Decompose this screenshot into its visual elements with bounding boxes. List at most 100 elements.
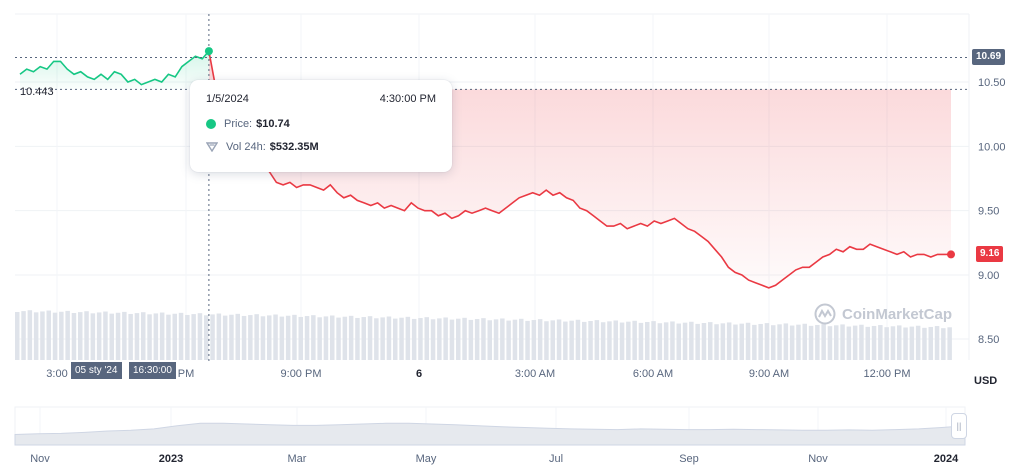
volume-bar xyxy=(846,326,852,360)
navigator-tick-label: 2023 xyxy=(159,453,183,465)
volume-bar xyxy=(531,320,537,360)
volume-bar xyxy=(645,322,650,360)
volume-bar xyxy=(758,323,763,360)
volume-bar xyxy=(260,316,266,360)
axis-unit-label: USD xyxy=(974,375,998,387)
volume-bar xyxy=(40,311,45,360)
volume-bar xyxy=(15,312,20,360)
volume-bar xyxy=(594,320,600,360)
volume-bar xyxy=(947,327,952,360)
volume-bar xyxy=(462,317,467,360)
volume-bar xyxy=(235,313,240,360)
volume-bar xyxy=(777,324,782,360)
price-area-fill-up xyxy=(20,51,209,90)
tooltip-date: 1/5/2024 xyxy=(206,93,249,105)
volume-bar xyxy=(500,318,505,360)
volume-bar xyxy=(197,313,203,360)
volume-bar xyxy=(619,322,625,360)
volume-bar xyxy=(915,325,921,360)
volume-bar xyxy=(815,324,820,360)
volume-bar xyxy=(884,327,889,360)
volume-bar xyxy=(714,324,719,360)
volume-bar xyxy=(27,310,33,360)
volume-bar xyxy=(783,323,789,360)
volume-bar xyxy=(834,325,839,360)
volume-shield-icon xyxy=(206,142,218,152)
volume-bar xyxy=(292,314,297,360)
volume-bar xyxy=(512,319,518,360)
volume-bar xyxy=(96,312,102,360)
volume-bar xyxy=(78,312,83,360)
volume-bar xyxy=(556,319,562,360)
volume-bar xyxy=(153,313,159,360)
volume-bar xyxy=(304,316,310,360)
volume-bar xyxy=(582,321,587,360)
volume-bar xyxy=(468,319,474,360)
x-tick-label: 3:00 AM xyxy=(515,368,555,380)
tooltip-volume-value: $532.35M xyxy=(269,141,319,153)
volume-bar xyxy=(897,325,902,360)
volume-bar xyxy=(141,312,146,360)
volume-bar xyxy=(928,326,933,360)
volume-bar xyxy=(229,314,234,360)
volume-bar xyxy=(720,323,726,360)
volume-bar xyxy=(430,319,436,360)
tooltip-volume-row: Vol 24h: $532.35M xyxy=(206,141,319,153)
y-tick-label: 9.00 xyxy=(978,270,999,282)
x-tick-label: PM xyxy=(178,368,195,380)
navigator-tick-label: Nov xyxy=(30,453,50,465)
volume-bar xyxy=(46,310,51,360)
volume-bar xyxy=(134,313,140,360)
volume-bar xyxy=(903,327,908,360)
volume-bar xyxy=(739,323,744,360)
volume-bar xyxy=(474,319,480,360)
volume-bar xyxy=(909,326,915,360)
volume-bar xyxy=(682,322,688,360)
y-tick-label: 10.50 xyxy=(978,77,1006,89)
volume-bar xyxy=(437,318,442,360)
volume-bar xyxy=(166,314,171,360)
volume-bar xyxy=(411,318,417,360)
x-tick-label: 9:00 AM xyxy=(749,368,789,380)
tooltip-price-row: Price: $10.74 xyxy=(206,118,290,130)
volume-bar xyxy=(210,314,215,360)
volume-bar xyxy=(802,323,807,360)
volume-bar xyxy=(52,312,58,360)
volume-bar xyxy=(405,316,411,360)
navigator-tick-label: 2024 xyxy=(934,453,959,465)
volume-bar xyxy=(456,318,461,360)
tooltip-time: 4:30:00 PM xyxy=(379,93,436,105)
volume-bar xyxy=(254,314,259,360)
navigator-tick-label: Mar xyxy=(288,453,307,465)
chart-tooltip: 1/5/2024 4:30:00 PM Price: $10.74 Vol 24… xyxy=(190,80,452,172)
volume-bar xyxy=(941,328,946,360)
volume-bar xyxy=(90,313,96,360)
volume-bar xyxy=(865,326,870,360)
navigator-tick-label: Sep xyxy=(679,453,699,465)
x-tick-label: 9:00 PM xyxy=(281,368,322,380)
volume-bar xyxy=(871,325,877,360)
volume-bar xyxy=(361,317,366,360)
crosshair-point xyxy=(204,47,213,56)
range-handle-icon[interactable]: || xyxy=(951,413,967,439)
y-tick-label: 10.00 xyxy=(978,141,1006,153)
volume-bar xyxy=(380,317,385,360)
volume-bar xyxy=(191,314,196,360)
volume-bar xyxy=(21,311,26,360)
volume-bar xyxy=(808,325,814,360)
volume-bar xyxy=(185,314,190,360)
volume-bar xyxy=(569,320,574,360)
volume-bar xyxy=(330,315,335,360)
tooltip-volume-label: Vol 24h: xyxy=(226,141,266,153)
volume-bar xyxy=(393,318,398,360)
volume-bar xyxy=(248,315,253,360)
volume-bar xyxy=(273,314,278,360)
volume-bar xyxy=(147,314,152,360)
volume-bar xyxy=(115,312,121,360)
volume-bar xyxy=(676,323,681,360)
volume-bar xyxy=(733,324,738,360)
volume-bar xyxy=(71,312,77,360)
volume-bar xyxy=(109,313,114,360)
volume-bar xyxy=(65,310,70,360)
